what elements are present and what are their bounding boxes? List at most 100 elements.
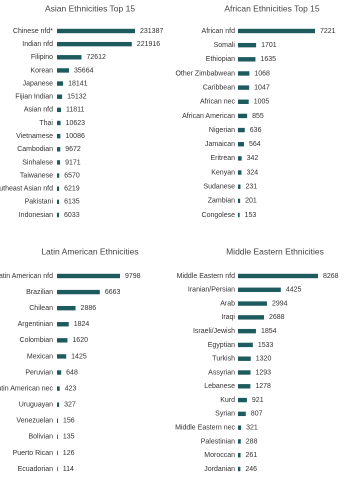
category-label: Thai — [39, 120, 53, 127]
category-label: Indonesian — [19, 212, 53, 219]
bar — [238, 301, 267, 306]
value-label: 648 — [66, 369, 78, 376]
bar — [238, 198, 241, 204]
value-label: 4425 — [286, 287, 302, 294]
bar — [57, 55, 82, 60]
category-label: Cambodian — [17, 146, 53, 153]
category-label: Middle Eastern nec — [175, 424, 235, 431]
category-label: African nec — [200, 99, 236, 106]
category-label: Turkish — [212, 356, 235, 363]
bar — [57, 370, 62, 375]
category-label: Colombian — [20, 337, 54, 344]
category-label: Indian nfd — [22, 41, 53, 48]
bar — [57, 68, 70, 73]
bar — [238, 273, 318, 279]
category-label: Assyrian — [208, 369, 235, 376]
bar — [57, 402, 60, 407]
value-label: 10086 — [65, 133, 85, 140]
value-label: 921 — [252, 397, 264, 404]
bar — [57, 466, 58, 472]
category-label: Bolivian — [28, 434, 53, 441]
category-label: Kenyan — [211, 169, 235, 176]
bar — [57, 322, 69, 327]
bar — [57, 28, 135, 34]
category-label: Southeast Asian nfd — [0, 186, 53, 193]
bar — [238, 71, 250, 76]
value-label: 327 — [64, 402, 76, 409]
value-label: 1068 — [254, 70, 270, 77]
bar — [57, 94, 63, 99]
value-label: 135 — [63, 434, 75, 441]
value-label: 126 — [63, 450, 75, 457]
category-label: Kurd — [220, 397, 235, 404]
category-label: Brazilian — [26, 289, 53, 296]
bar — [238, 411, 246, 417]
value-label: 807 — [251, 411, 263, 418]
category-label: Syrian — [215, 411, 235, 418]
chart-title: Latin American Ethnicities — [41, 246, 138, 256]
category-label: Venezuelan — [16, 418, 53, 425]
category-label: Latin American nec — [0, 385, 53, 392]
bar — [57, 120, 61, 126]
category-label: African nfd — [202, 28, 236, 35]
bar — [57, 186, 60, 191]
bar — [57, 434, 58, 440]
category-label: Peruvian — [25, 369, 53, 376]
bar — [238, 384, 251, 389]
value-label: 6033 — [64, 212, 80, 219]
category-label: Argentinian — [18, 321, 54, 328]
category-label: Ecuadorian — [18, 466, 54, 473]
value-label: 221916 — [137, 41, 160, 48]
bar — [57, 450, 58, 456]
category-label: Chinese nfd* — [13, 28, 53, 35]
value-label: 1701 — [261, 42, 277, 49]
bar — [238, 397, 247, 403]
category-label: Sinhalese — [22, 159, 53, 166]
value-label: 636 — [250, 127, 262, 134]
bar — [238, 42, 257, 48]
bar — [238, 425, 242, 430]
value-label: 1824 — [74, 321, 90, 328]
chart-title: Middle Eastern Ethnicities — [226, 246, 324, 256]
value-label: 153 — [245, 212, 257, 219]
value-label: 2688 — [269, 314, 285, 321]
chart-title: Asian Ethnicities Top 15 — [45, 3, 135, 13]
value-label: 1005 — [254, 99, 270, 106]
value-label: 6663 — [105, 289, 121, 296]
category-label: Eritrean — [210, 155, 235, 162]
category-label: Vietnamese — [16, 133, 53, 140]
bar — [238, 287, 281, 292]
category-label: Pakistani — [25, 199, 54, 206]
category-label: Sudanese — [203, 184, 235, 191]
value-label: 6570 — [64, 172, 80, 179]
value-label: 9171 — [65, 159, 81, 166]
value-label: 321 — [246, 424, 258, 431]
bar — [57, 386, 60, 391]
value-label: 11811 — [66, 107, 85, 114]
category-label: Taiwanese — [20, 172, 53, 179]
category-label: Uruguayan — [19, 402, 53, 409]
bar — [238, 156, 242, 161]
value-label: 35664 — [74, 67, 94, 74]
value-label: 201 — [245, 198, 257, 205]
category-label: Jordanian — [204, 466, 235, 473]
value-label: 8268 — [323, 273, 339, 280]
value-label: 342 — [247, 155, 259, 162]
value-label: 231 — [245, 184, 257, 191]
category-label: African American — [182, 113, 235, 120]
value-label: 1425 — [71, 353, 87, 360]
value-label: 1320 — [256, 356, 272, 363]
category-label: Caribbean — [203, 84, 235, 91]
category-label: Iranian/Persian — [188, 287, 235, 294]
bar — [238, 99, 249, 104]
category-label: Palestinian — [201, 438, 235, 445]
value-label: 423 — [65, 385, 77, 392]
category-label: Israeli/Jewish — [193, 328, 235, 335]
category-label: Middle Eastern nfd — [177, 273, 235, 280]
bar — [57, 81, 64, 86]
bar — [57, 273, 120, 279]
chart-title: African Ethnicities Top 15 — [224, 3, 320, 13]
bar — [238, 57, 256, 62]
category-label: Latin American nfd — [0, 273, 53, 280]
category-label: Arab — [220, 300, 235, 307]
